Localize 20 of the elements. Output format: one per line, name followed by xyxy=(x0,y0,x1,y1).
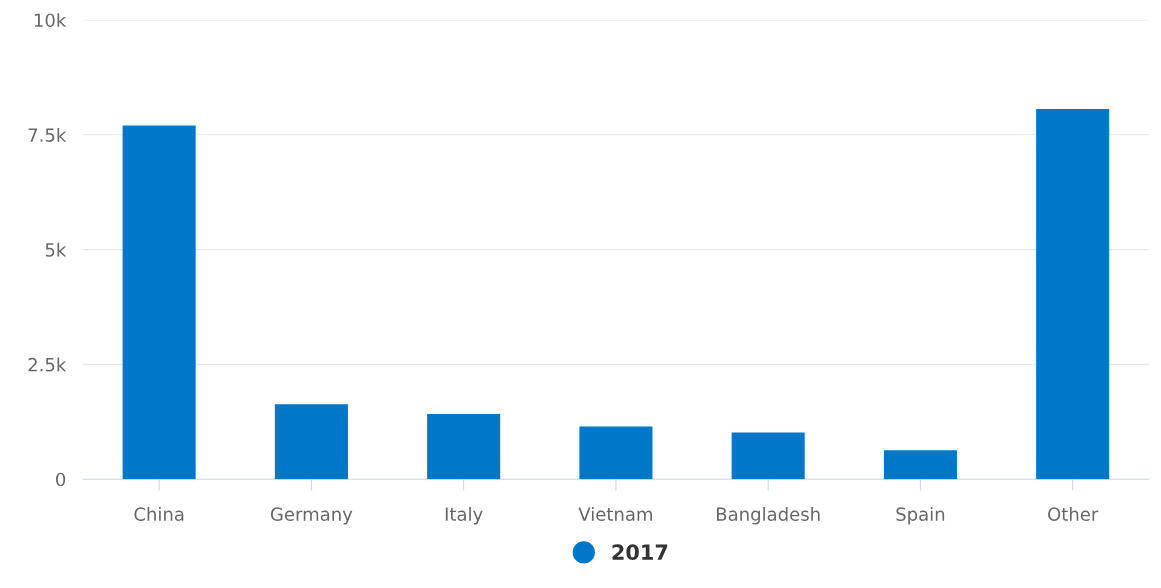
bar xyxy=(731,432,805,480)
bar xyxy=(274,404,348,480)
y-tick-label: 7.5k xyxy=(28,127,67,142)
y-tick-label: 0 xyxy=(56,472,66,487)
y-tick-label: 2.5k xyxy=(28,357,67,372)
bar xyxy=(427,414,501,480)
bar xyxy=(579,426,653,480)
bar xyxy=(1036,109,1110,480)
y-tick-label: 5k xyxy=(45,242,67,257)
x-tick-label: Bangladesh xyxy=(717,507,820,525)
x-tick-label: Germany xyxy=(270,507,353,525)
x-tick-label: Italy xyxy=(445,507,483,525)
x-tick-label: Vietnam xyxy=(578,507,652,521)
bar xyxy=(883,450,957,480)
x-tick-label: China xyxy=(134,507,184,521)
x-tick-label: Spain xyxy=(896,507,945,525)
bar xyxy=(122,125,196,480)
legend-label: 2017 xyxy=(612,544,668,561)
x-tick-label: Other xyxy=(1048,507,1099,521)
y-tick-label: 10k xyxy=(34,13,67,28)
